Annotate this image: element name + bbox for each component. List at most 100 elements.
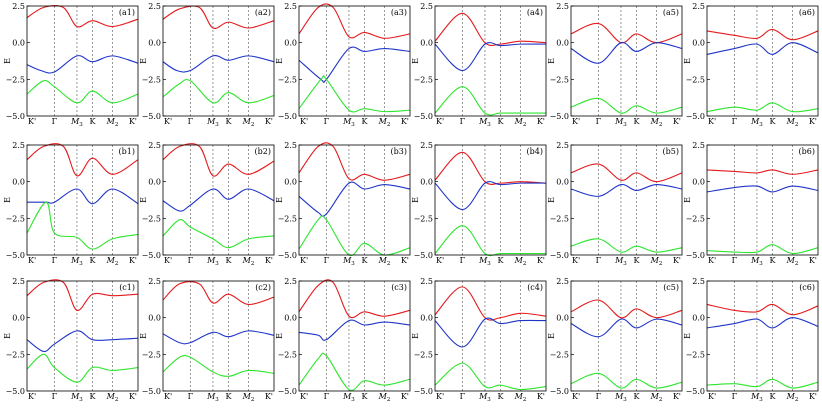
x-tick-label: K': [129, 117, 137, 126]
panel-b3: 2.5 0.0 −2.5 −5.0 E K' Γ M3 K M2 K' (b3): [275, 141, 411, 267]
band-middle-line: [298, 319, 411, 341]
panel-frame: [162, 144, 275, 256]
band-lower-line: [434, 225, 546, 257]
band-lower-line: [298, 215, 411, 257]
y-tick-label: −5.0: [6, 112, 25, 121]
y-tick-label: −2.5: [6, 75, 25, 84]
panel-frame: [162, 5, 275, 117]
band-lower-line: [26, 353, 139, 383]
y-tick-label: −2.5: [550, 214, 569, 223]
x-tick-label: Γ: [324, 392, 330, 401]
y-axis-label: E: [683, 58, 692, 64]
y-tick-label: 2.5: [148, 277, 161, 286]
band-middle-line: [26, 330, 139, 352]
y-tick-label: 2.5: [284, 277, 297, 286]
y-axis-label: E: [275, 333, 284, 339]
x-tick-label: K': [129, 256, 137, 265]
x-tick-label: Γ: [52, 256, 58, 265]
x-tick-label: M2: [514, 256, 527, 267]
x-tick-label: M2: [650, 392, 663, 403]
band-middle-line: [298, 46, 411, 83]
band-lower-line: [570, 97, 683, 114]
x-tick-label: Γ: [324, 117, 330, 126]
x-tick-label: Γ: [52, 117, 58, 126]
panel-label: (c3): [391, 283, 407, 292]
panel-c4: 2.5 0.0 −2.5 −5.0 E K' Γ M3 K M2 K' (c4): [411, 277, 547, 403]
band-upper-line: [162, 5, 275, 29]
y-tick-label: 0.0: [420, 314, 433, 323]
y-tick-label: 2.5: [420, 2, 433, 11]
y-tick-label: 0.0: [556, 314, 569, 323]
x-tick-label: K': [401, 392, 409, 401]
y-tick-label: −2.5: [278, 75, 297, 84]
panel-label: (b1): [119, 147, 135, 156]
y-tick-label: −2.5: [278, 350, 297, 359]
panel-frame: [298, 144, 411, 256]
y-tick-label: −5.0: [142, 251, 161, 260]
panel-frame: [570, 5, 683, 117]
y-tick-label: −2.5: [550, 350, 569, 359]
band-middle-line: [570, 41, 683, 64]
x-tick-label: M2: [650, 256, 663, 267]
y-tick-label: −2.5: [142, 75, 161, 84]
band-lower-line: [26, 80, 139, 104]
x-tick-label: M2: [242, 392, 255, 403]
panel-frame: [162, 280, 275, 392]
panel-a1: 2.5 0.0 −2.5 −5.0 E K' Γ M3 K M2 K' (a1): [3, 2, 139, 128]
x-tick-label: K': [809, 256, 817, 265]
x-tick-label: M3: [342, 117, 355, 128]
panel-c1: 2.5 0.0 −2.5 −5.0 E K' Γ M3 K M2 K' (c1): [3, 277, 139, 403]
y-tick-label: −5.0: [142, 112, 161, 121]
y-tick-label: −5.0: [414, 112, 433, 121]
x-tick-label: K': [28, 392, 36, 401]
panel-label: (c2): [255, 283, 271, 292]
band-middle-line: [298, 181, 411, 217]
band-lower-line: [706, 244, 819, 255]
x-tick-label: M3: [614, 256, 627, 267]
x-tick-label: K: [225, 256, 232, 265]
x-tick-label: K': [300, 392, 308, 401]
x-tick-label: Γ: [188, 392, 194, 401]
band-lower-line: [162, 354, 275, 377]
x-tick-label: K: [89, 392, 96, 401]
x-tick-label: Γ: [188, 256, 194, 265]
x-tick-label: K': [436, 392, 444, 401]
y-tick-label: 0.0: [556, 39, 569, 48]
y-tick-label: 0.0: [284, 314, 297, 323]
x-tick-label: Γ: [460, 117, 466, 126]
x-tick-label: K': [265, 392, 273, 401]
band-middle-line: [706, 185, 819, 193]
x-tick-label: M3: [614, 392, 627, 403]
y-tick-label: −2.5: [6, 214, 25, 223]
y-tick-label: −2.5: [414, 75, 433, 84]
x-tick-label: K: [225, 392, 232, 401]
x-tick-label: K': [265, 117, 273, 126]
panel-a2: 2.5 0.0 −2.5 −5.0 E K' Γ M3 K M2 K' (a2): [139, 2, 275, 128]
y-axis-label: E: [3, 333, 12, 339]
y-tick-label: 2.5: [284, 141, 297, 150]
x-tick-label: M2: [514, 117, 527, 128]
x-tick-label: K': [809, 117, 817, 126]
panel-a4: 2.5 0.0 −2.5 −5.0 E K' Γ M3 K M2 K' (a4): [411, 2, 547, 128]
panel-label: (b3): [391, 147, 407, 156]
x-tick-label: M2: [106, 392, 119, 403]
panel-c6: 2.5 0.0 −2.5 −5.0 E K' Γ M3 K M2 K' (c6): [683, 277, 819, 403]
x-tick-label: Γ: [596, 256, 602, 265]
x-tick-label: M3: [70, 256, 83, 267]
x-tick-label: K: [633, 392, 640, 401]
y-tick-label: 2.5: [692, 141, 705, 150]
y-tick-label: −5.0: [550, 112, 569, 121]
y-tick-label: 2.5: [12, 277, 25, 286]
band-middle-line: [162, 55, 275, 73]
x-tick-label: M3: [478, 117, 491, 128]
y-axis-label: E: [275, 58, 284, 64]
y-tick-label: −5.0: [278, 387, 297, 396]
x-tick-label: M2: [650, 117, 663, 128]
panel-a3: 2.5 0.0 −2.5 −5.0 E K' Γ M3 K M2 K' (a3): [275, 2, 411, 128]
panel-frame: [26, 144, 139, 256]
x-tick-label: M3: [206, 256, 219, 267]
x-tick-label: M2: [514, 392, 527, 403]
y-tick-label: −2.5: [414, 350, 433, 359]
y-tick-label: 0.0: [692, 314, 705, 323]
y-tick-label: −5.0: [686, 387, 705, 396]
